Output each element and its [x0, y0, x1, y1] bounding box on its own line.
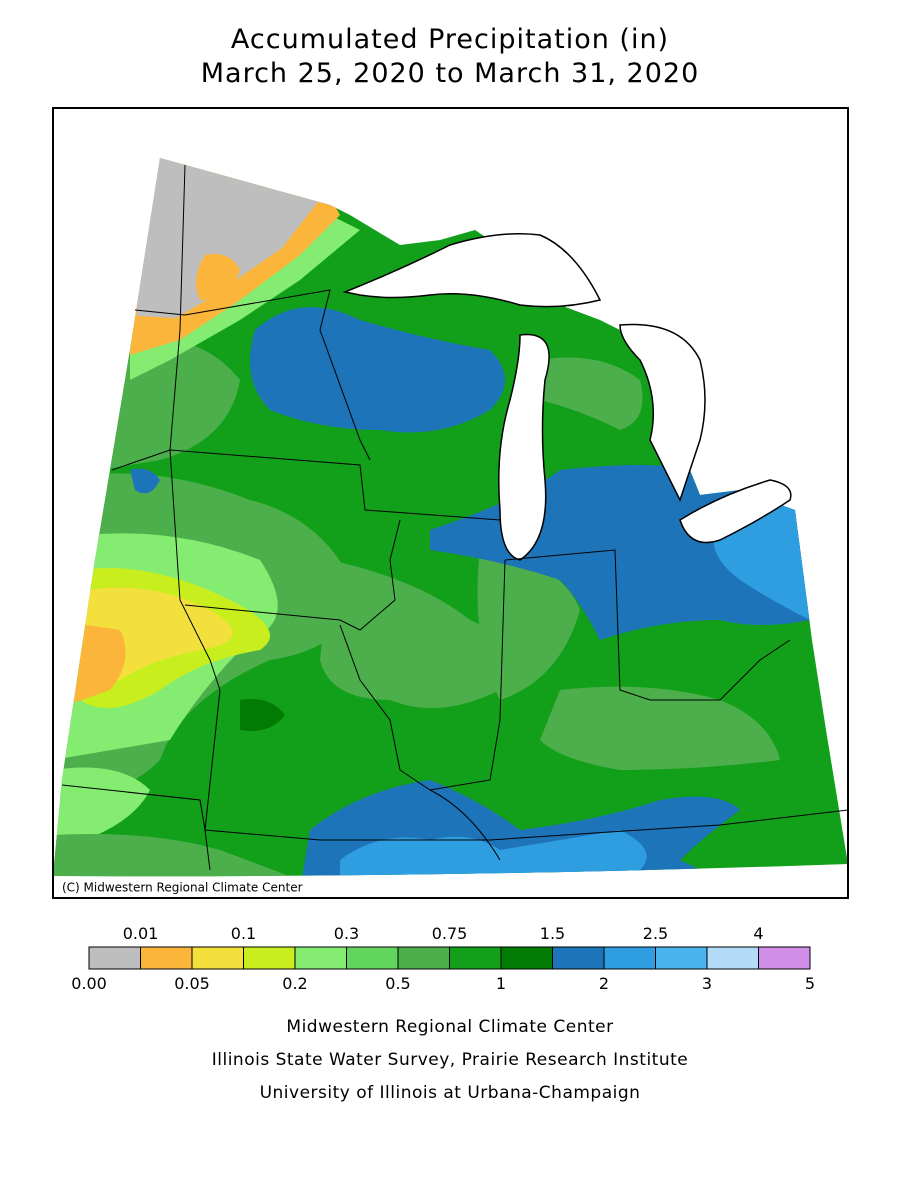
legend-swatch	[140, 946, 193, 970]
legend-upper-label: 4	[753, 924, 763, 943]
title-line: March 25, 2020 to March 31, 2020	[201, 58, 700, 89]
legend-upper-label: 0.75	[432, 924, 468, 943]
legend-lower-label: 0.00	[71, 974, 107, 993]
legend-lower-label: 0.5	[385, 974, 410, 993]
legend-swatch	[706, 946, 759, 970]
legend-swatch	[346, 946, 399, 970]
legend-upper-label: 2.5	[643, 924, 668, 943]
credit-line: Midwestern Regional Climate Center	[286, 1017, 613, 1037]
state-borders	[61, 164, 849, 871]
credit-line: Illinois State Water Survey, Prairie Res…	[212, 1050, 688, 1070]
legend-swatch	[88, 946, 141, 970]
legend-upper-label: 0.01	[123, 924, 159, 943]
legend-swatch	[603, 946, 656, 970]
legend-swatch	[397, 946, 450, 970]
credit-line: University of Illinois at Urbana-Champai…	[260, 1083, 641, 1103]
legend-swatch	[294, 946, 347, 970]
legend-upper-label: 0.1	[231, 924, 256, 943]
copyright-box	[54, 878, 336, 897]
legend-lower-label: 0.2	[282, 974, 307, 993]
legend-lower-label: 5	[805, 974, 815, 993]
legend-lower-label: 0.05	[174, 974, 210, 993]
legend-swatch	[243, 946, 296, 970]
legend: 0.01 0.1 0.3 0.75 1.5 2.5 4 0.00 0.05 0.2 0.5 1 2 3 5	[71, 924, 815, 993]
legend-upper-label: 0.3	[334, 924, 359, 943]
legend-swatch	[655, 946, 708, 970]
legend-upper-label: 1.5	[540, 924, 565, 943]
title-line: Accumulated Precipitation (in)	[231, 24, 669, 55]
legend-lower-label: 1	[496, 974, 506, 993]
legend-lower-label: 2	[599, 974, 609, 993]
legend-swatch	[552, 946, 605, 970]
lakes	[342, 233, 792, 561]
legend-swatch	[500, 946, 553, 970]
legend-swatch	[449, 946, 502, 970]
legend-swatch	[758, 946, 811, 970]
legend-lower-label: 3	[702, 974, 712, 993]
map-frame	[52, 107, 849, 899]
copyright: (C) Midwestern Regional Climate Center	[62, 881, 303, 895]
legend-swatch	[191, 946, 244, 970]
